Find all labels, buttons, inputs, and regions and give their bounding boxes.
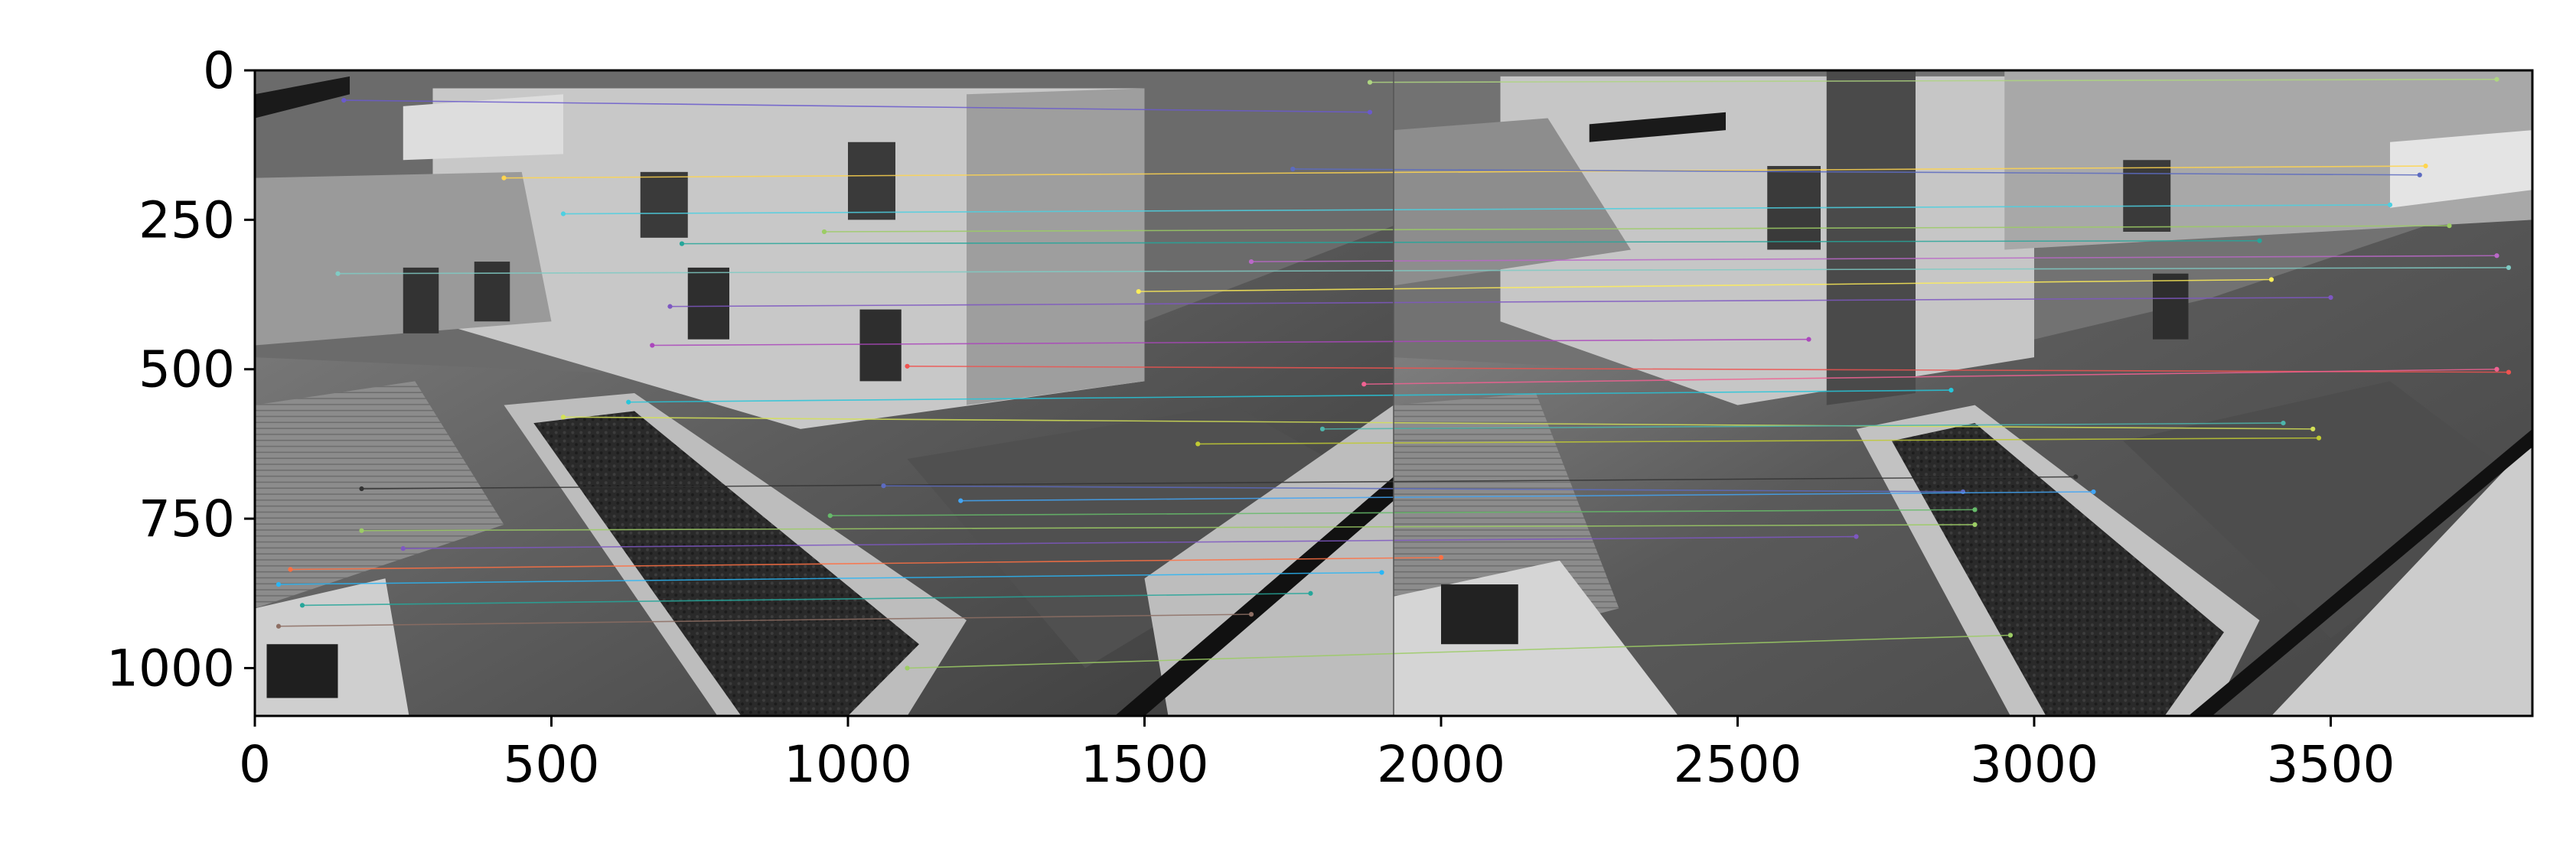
keypoint xyxy=(2447,223,2451,228)
keypoint xyxy=(2494,77,2499,82)
keypoint xyxy=(1308,591,1312,596)
keypoint xyxy=(680,242,684,246)
y-tick-label: 1000 xyxy=(106,639,235,698)
keypoint xyxy=(1249,612,1254,616)
x-axis: 0 500 1000 1500 2000 2500 3000 3500 xyxy=(239,716,2395,794)
keypoint xyxy=(401,546,406,551)
keypoint xyxy=(650,343,654,347)
keypoint xyxy=(1368,110,1372,115)
keypoint xyxy=(1368,80,1372,85)
keypoint xyxy=(2506,370,2511,375)
keypoint xyxy=(958,499,963,503)
x-tick-label: 3500 xyxy=(2267,735,2395,794)
keypoint xyxy=(905,665,909,670)
keypoint xyxy=(2388,203,2392,207)
keypoint xyxy=(828,513,833,518)
keypoint xyxy=(1249,259,1254,264)
keypoint xyxy=(822,229,827,234)
x-tick-label: 1000 xyxy=(784,735,912,794)
keypoint xyxy=(288,567,292,571)
keypoint xyxy=(2257,239,2261,243)
y-tick-label: 750 xyxy=(139,490,235,548)
keypoint xyxy=(2494,253,2499,258)
keypoint xyxy=(2317,435,2321,440)
keypoint xyxy=(300,603,305,607)
keypoint xyxy=(335,272,340,276)
keypoint xyxy=(1972,522,1977,527)
keypoint xyxy=(2506,265,2511,270)
y-tick-label: 0 xyxy=(203,41,235,100)
keypoint xyxy=(2073,474,2078,479)
keypoint xyxy=(2423,164,2428,168)
keypoint xyxy=(359,529,364,533)
keypoint xyxy=(359,486,364,491)
keypoint xyxy=(2310,427,2315,431)
x-tick-label: 500 xyxy=(504,735,600,794)
keypoint xyxy=(561,211,566,216)
keypoint xyxy=(2328,295,2333,300)
x-tick-label: 2000 xyxy=(1377,735,1505,794)
keypoint xyxy=(626,400,631,405)
keypoint xyxy=(2418,173,2422,177)
keypoint xyxy=(2269,277,2274,281)
keypoint xyxy=(1961,490,1965,494)
keypoint xyxy=(1320,427,1325,431)
keypoint xyxy=(2281,421,2285,425)
keypoint xyxy=(1361,382,1366,386)
x-tick-label: 0 xyxy=(239,735,271,794)
keypoint xyxy=(881,483,885,488)
y-tick-label: 500 xyxy=(139,340,235,399)
keypoint xyxy=(1290,167,1295,171)
keypoint xyxy=(1948,388,1953,392)
keypoint xyxy=(667,304,672,309)
plot-area xyxy=(255,70,2532,716)
keypoint xyxy=(501,176,506,181)
keypoint xyxy=(1972,507,1977,512)
keypoint xyxy=(1439,555,1443,560)
x-tick-label: 2500 xyxy=(1674,735,1802,794)
keypoint xyxy=(2494,367,2499,372)
x-tick-label: 1500 xyxy=(1081,735,1209,794)
x-tick-label: 3000 xyxy=(1970,735,2098,794)
keypoint xyxy=(2091,490,2095,494)
y-tick-label: 250 xyxy=(139,190,235,249)
keypoint xyxy=(1136,289,1141,294)
keypoint xyxy=(1854,534,1858,538)
keypoint xyxy=(905,364,909,369)
keypoint xyxy=(561,415,566,419)
keypoint xyxy=(341,98,346,102)
y-axis: 0 250 500 750 1000 xyxy=(106,41,255,698)
keypoint xyxy=(1195,441,1200,446)
keypoint xyxy=(276,582,281,587)
keypoint xyxy=(1806,337,1811,342)
keypoint xyxy=(276,624,281,629)
keypoint xyxy=(2008,633,2013,637)
keypoint xyxy=(1379,570,1384,574)
